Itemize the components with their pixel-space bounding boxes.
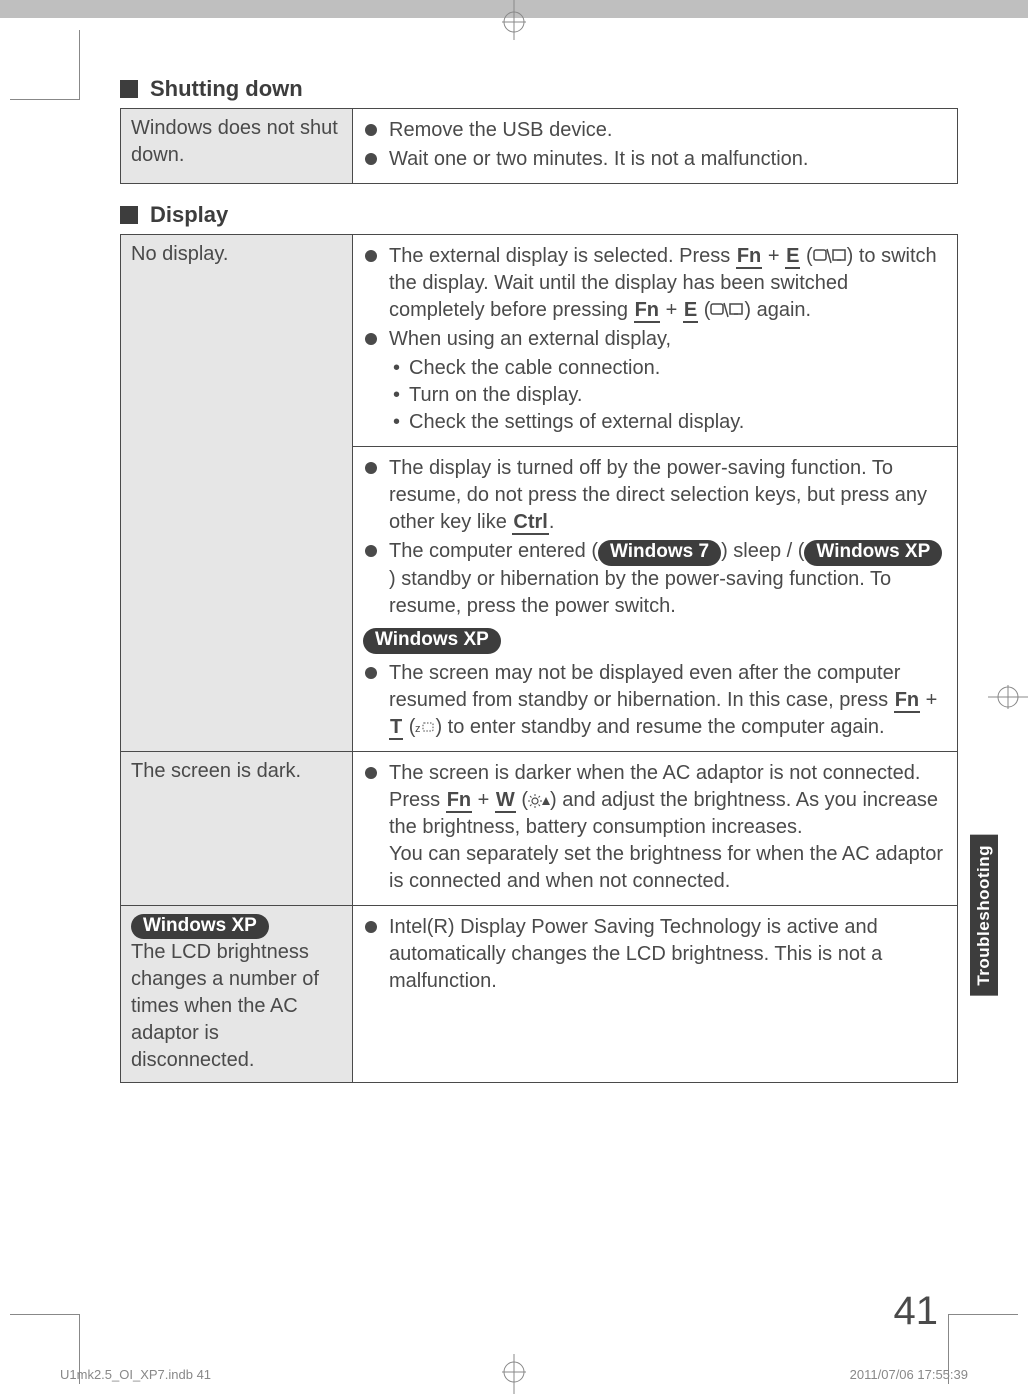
section-header: Display [120, 202, 958, 228]
solution-cell: Intel(R) Display Power Saving Technology… [353, 905, 958, 1083]
problem-cell: Windows does not shut down. [121, 109, 353, 184]
table-row: Windows XPThe LCD brightness changes a n… [121, 905, 958, 1083]
bullet-item: The external display is selected. Press … [363, 243, 947, 324]
bullet-item: When using an external display,Check the… [363, 326, 947, 436]
crop-mark [10, 30, 80, 100]
sub-bullet-item: Check the settings of external display. [389, 409, 947, 436]
footer-timestamp: 2011/07/06 17:55:39 [850, 1367, 968, 1382]
bullet-item: The screen is darker when the AC adaptor… [363, 760, 947, 895]
page-number: 41 [894, 1289, 939, 1334]
registration-mark-right [988, 667, 1028, 727]
problem-cell: The screen is dark. [121, 751, 353, 905]
problem-cell: Windows XPThe LCD brightness changes a n… [121, 905, 353, 1083]
footer-filename: U1mk2.5_OI_XP7.indb 41 [60, 1367, 211, 1382]
problem-text: Windows does not shut down. [131, 117, 338, 166]
bullet-item: The screen may not be displayed even aft… [363, 660, 947, 741]
section-title: Shutting down [150, 76, 303, 102]
bullet-item: The computer entered (Windows 7) sleep /… [363, 538, 947, 620]
solution-cell: Remove the USB device.Wait one or two mi… [353, 109, 958, 184]
solution-cell: The external display is selected. Press … [353, 235, 958, 447]
bullet-item: Wait one or two minutes. It is not a mal… [363, 146, 947, 173]
square-bullet-icon [120, 206, 138, 224]
bullet-item: Intel(R) Display Power Saving Technology… [363, 914, 947, 995]
page-content: Shutting down Windows does not shut down.… [0, 18, 1028, 1083]
registration-mark-bottom [484, 1354, 544, 1394]
bullet-item: Remove the USB device. [363, 117, 947, 144]
problem-text: The LCD brightness changes a number of t… [131, 941, 319, 1071]
troubleshooting-table: No display. The external display is selec… [120, 234, 958, 1083]
troubleshooting-table: Windows does not shut down. Remove the US… [120, 108, 958, 184]
solution-cell: The screen is darker when the AC adaptor… [353, 751, 958, 905]
sub-bullet-item: Check the cable connection. [389, 355, 947, 382]
table-row: No display. The external display is selec… [121, 235, 958, 447]
registration-mark-top [484, 0, 544, 40]
sub-bullet-item: Turn on the display. [389, 382, 947, 409]
table-row: Windows does not shut down. Remove the US… [121, 109, 958, 184]
bullet-list: The screen is darker when the AC adaptor… [363, 760, 947, 895]
square-bullet-icon [120, 80, 138, 98]
problem-cell: No display. [121, 235, 353, 752]
table-row: The screen is dark. The screen is darker … [121, 751, 958, 905]
section-header: Shutting down [120, 76, 958, 102]
os-pill: Windows XP [131, 914, 269, 940]
side-tab-troubleshooting: Troubleshooting [970, 835, 998, 996]
bullet-item: The display is turned off by the power-s… [363, 455, 947, 536]
bullet-list: The screen may not be displayed even aft… [363, 660, 947, 741]
bullet-list: Remove the USB device.Wait one or two mi… [363, 117, 947, 173]
solution-cell: The display is turned off by the power-s… [353, 447, 958, 752]
bullet-list: Intel(R) Display Power Saving Technology… [363, 914, 947, 995]
bullet-list: The external display is selected. Press … [363, 243, 947, 436]
bullet-list: The display is turned off by the power-s… [363, 455, 947, 620]
os-pill: Windows XP [363, 628, 501, 654]
problem-text: No display. [131, 243, 228, 265]
problem-text: The screen is dark. [131, 760, 301, 782]
svg-text:z: z [415, 723, 421, 735]
section-title: Display [150, 202, 228, 228]
